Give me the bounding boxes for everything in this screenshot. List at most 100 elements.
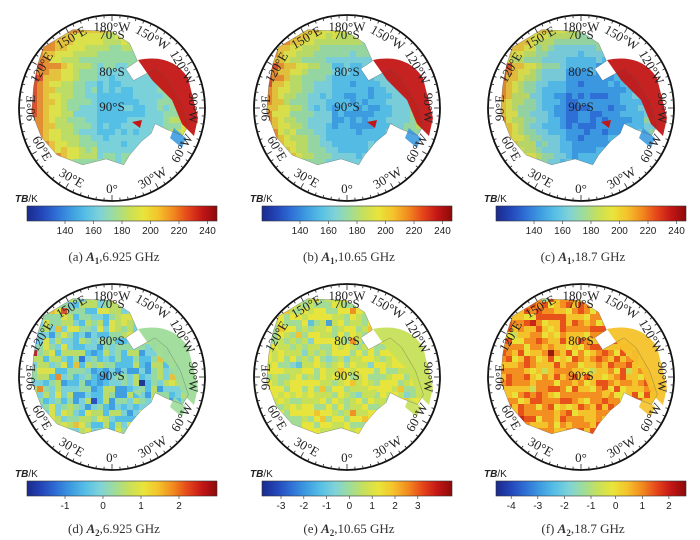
- lon-label: 90°E: [23, 364, 38, 390]
- lon-label: 90°E: [23, 95, 38, 121]
- lon-label: 150°W: [133, 291, 173, 323]
- peninsula: [367, 58, 433, 148]
- colorbar-ramp: [26, 480, 218, 497]
- lon-label: 180°W: [563, 19, 601, 34]
- colorbar-tick-label: -3: [277, 501, 286, 512]
- colorbar-tick-label: 140: [57, 226, 74, 237]
- lat-label: 90°S: [99, 99, 124, 114]
- colorbar-tick-label: -1: [322, 501, 331, 512]
- colorbar-tick-label: 180: [349, 226, 366, 237]
- lon-label: 150°W: [602, 22, 642, 54]
- lon-label: 90°E: [258, 364, 273, 390]
- lon-label: 0°: [575, 450, 587, 465]
- colorbar-tick-label: -1: [61, 501, 70, 512]
- colorbar-tick-label: -3: [533, 501, 542, 512]
- colorbar-title: TB/K: [250, 194, 273, 205]
- lat-label: 70°S: [99, 296, 124, 311]
- lat-label: 80°S: [568, 333, 593, 348]
- lon-label: 180°W: [563, 288, 601, 303]
- colorbar-tick-label: 140: [526, 226, 543, 237]
- lon-label: 150°W: [368, 22, 408, 54]
- lon-label: 30°W: [135, 432, 170, 461]
- lon-label: 180°W: [94, 19, 132, 34]
- colorbar-tick-label: 220: [640, 226, 657, 237]
- colorbar-title: TB/K: [250, 469, 273, 480]
- panel-c: 180°W 150°W120°W90°W60°W30°W0°30°E60°E90°…: [484, 14, 687, 266]
- colorbar-tick-label: 200: [377, 226, 394, 237]
- graticule-ticks: [488, 284, 674, 470]
- panel-caption: (d) A2,6.925 GHz: [68, 521, 160, 538]
- colorbar: TB/K 140 160 180 200 220 240: [15, 194, 218, 237]
- colorbar-tick-label: -2: [560, 501, 569, 512]
- colorbar-tick-label: 160: [554, 226, 571, 237]
- lat-label: 90°S: [334, 99, 359, 114]
- lat-label: 80°S: [568, 64, 593, 79]
- lon-label: 150°W: [368, 291, 408, 323]
- lon-label: 90°E: [492, 364, 507, 390]
- colorbar-tick-label: 160: [85, 226, 102, 237]
- panel-f: 180°W 150°W120°W90°W60°W30°W0°30°E60°E90°…: [484, 283, 687, 538]
- colorbar: TB/K -1 0 1 2: [15, 469, 218, 512]
- colorbar: TB/K -3 -2 -1 0 1 2 3: [250, 469, 453, 512]
- lat-label: 70°S: [99, 27, 124, 42]
- colorbar: TB/K 140 160 180 200 220 240: [250, 194, 453, 237]
- lat-label: 70°S: [334, 296, 359, 311]
- lon-label: 150°W: [133, 22, 173, 54]
- panel-d: 180°W 150°W120°W90°W60°W30°W0°30°E60°E90°…: [15, 283, 218, 538]
- panel-caption: (a) A1,6.925 GHz: [68, 249, 159, 266]
- colorbar-tick-label: 1: [369, 501, 375, 512]
- colorbar-tick-label: 220: [171, 226, 188, 237]
- lon-label: 30°W: [604, 432, 639, 461]
- colorbar-tick-label: 140: [292, 226, 309, 237]
- colorbar-tick-label: -4: [507, 501, 516, 512]
- lat-label: 90°S: [99, 368, 124, 383]
- lon-label: 30°W: [370, 432, 405, 461]
- colorbar-ramp: [495, 205, 687, 222]
- graticule-ticks: [488, 15, 674, 201]
- colorbar-tick-label: 3: [415, 501, 421, 512]
- colorbar-tick-label: 2: [176, 501, 182, 512]
- lon-label: 90°W: [186, 93, 201, 124]
- lon-label: 90°W: [421, 93, 436, 124]
- peninsula: [132, 58, 198, 148]
- graticule-ticks: [19, 15, 205, 201]
- colorbar-tick-label: -1: [587, 501, 596, 512]
- colorbar-title: TB/K: [15, 469, 38, 480]
- lon-label: 0°: [106, 450, 118, 465]
- colorbar-tick-label: 2: [666, 501, 672, 512]
- lat-label: 70°S: [568, 27, 593, 42]
- panel-b: 180°W 150°W120°W90°W60°W30°W0°30°E60°E90°…: [250, 14, 453, 266]
- lon-label: 180°W: [329, 19, 367, 34]
- peninsula: [601, 58, 667, 148]
- colorbar-ramp: [261, 205, 453, 222]
- lon-label: 0°: [341, 181, 353, 196]
- colorbar-title: TB/K: [484, 469, 507, 480]
- panel-a: 180°W 150°W120°W90°W60°W30°W0°30°E60°E90°…: [15, 14, 218, 266]
- colorbar-tick-label: 180: [114, 226, 131, 237]
- lat-label: 90°S: [568, 99, 593, 114]
- colorbar-tick-label: 200: [142, 226, 159, 237]
- colorbar-ramp: [261, 480, 453, 497]
- lon-label: 150°W: [602, 291, 642, 323]
- colorbar-title: TB/K: [15, 194, 38, 205]
- lon-label: 0°: [575, 181, 587, 196]
- colorbar: TB/K 140 160 180 200 220 240: [484, 194, 687, 237]
- colorbar-tick-label: 240: [199, 226, 216, 237]
- colorbar-tick-label: 160: [320, 226, 337, 237]
- lon-label: 90°W: [186, 362, 201, 393]
- peninsula: [601, 327, 667, 417]
- panel-caption: (b) A1,10.65 GHz: [303, 249, 395, 266]
- lat-label: 90°S: [334, 368, 359, 383]
- lon-label: 30°W: [135, 163, 170, 192]
- colorbar-ramp: [495, 480, 687, 497]
- lat-label: 80°S: [99, 64, 124, 79]
- colorbar-title: TB/K: [484, 194, 507, 205]
- colorbar-tick-label: 1: [640, 501, 646, 512]
- colorbar-tick-label: -2: [299, 501, 308, 512]
- colorbar-tick-label: 2: [392, 501, 398, 512]
- peninsula: [367, 327, 433, 417]
- lon-label: 180°W: [94, 288, 132, 303]
- colorbar-tick-label: 1: [138, 501, 144, 512]
- lon-label: 90°W: [421, 362, 436, 393]
